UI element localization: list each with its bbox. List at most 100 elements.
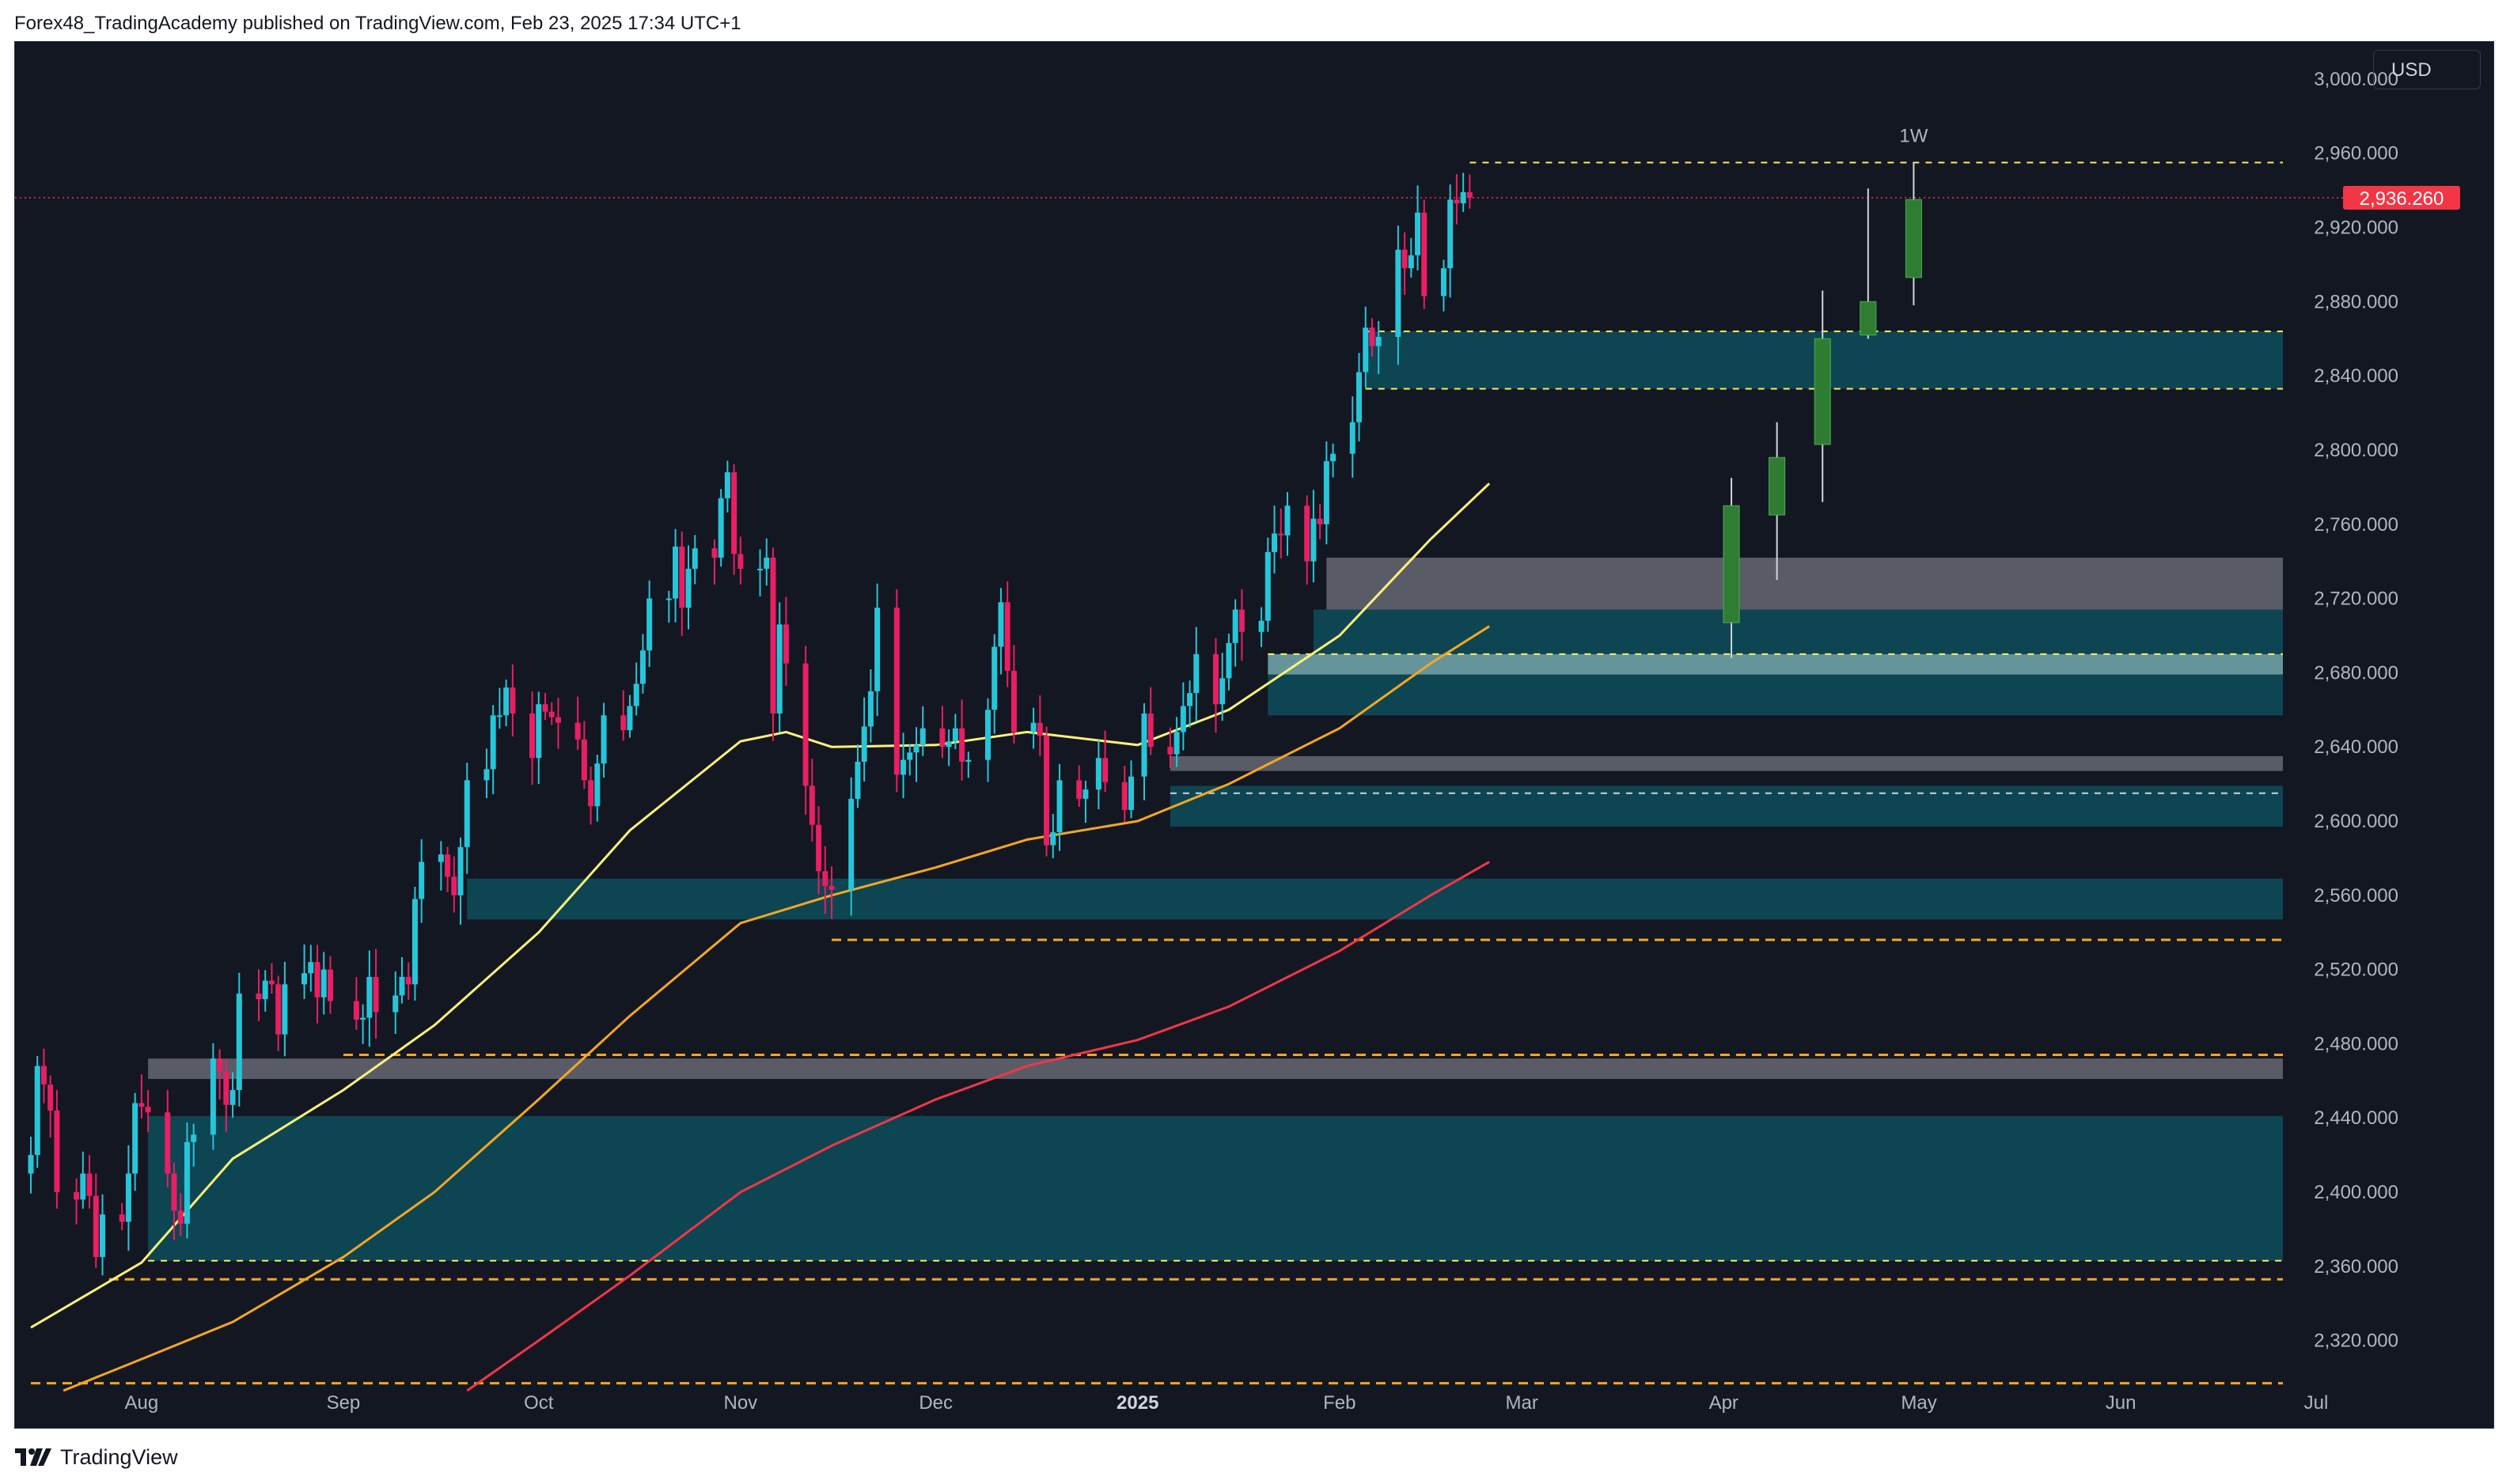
candle-body [28,1155,34,1174]
y-tick-label: 2,560.000 [2314,885,2398,907]
price-tag-label: 2,936.260 [2360,188,2444,210]
candle-body [588,780,594,807]
zone-gray [1170,755,2283,771]
footer: TradingView [14,1440,178,1475]
candle-body [1141,713,1147,777]
footer-brand[interactable]: TradingView [60,1444,178,1469]
candle-body [1258,620,1264,632]
candle-body [191,1134,197,1142]
candle-body [1226,642,1232,679]
candle-body [783,624,789,664]
publisher-header: Forex48_TradingAcademy published on Trad… [14,13,741,34]
candle-body [275,984,282,1035]
projection-label: 1W [1899,125,1928,146]
y-tick-label: 2,720.000 [2314,589,2398,610]
candle-body [1121,782,1128,810]
candle-body [1447,199,1454,269]
candle-body [503,687,510,716]
candle-body [1375,336,1382,346]
projection-candle [1723,505,1740,623]
y-axis: 2,320.000 2,360.000 2,400.000 2,440.000 2,48… [2314,69,2460,1352]
candle-body [1030,722,1037,733]
candle-body [1180,706,1186,733]
candle-body [711,548,718,558]
zone-lightteal [1268,653,2283,675]
candle-body [809,786,815,825]
x-tick-label: Feb [1323,1392,1355,1414]
candle-body [1102,758,1109,782]
y-tick-label: 2,440.000 [2314,1107,2398,1129]
candle-body [132,1103,138,1174]
zone-teal [148,1115,2284,1261]
candle-body [998,602,1004,647]
candle-body [1010,671,1017,733]
levels-layer [15,161,2394,1385]
candle-body [913,744,919,753]
candle-body [177,1210,184,1224]
candle-body [731,472,737,555]
zone-teal [1170,786,2283,827]
candle-body [620,715,627,731]
x-tick-label: Jul [2304,1392,2329,1414]
projection-candle [1860,301,1877,336]
y-tick-label: 2,960.000 [2314,143,2398,165]
candle-body [900,759,907,775]
candle-body [100,1214,106,1258]
candle-body [510,687,516,714]
candle-body [633,683,639,706]
candle-body [320,969,327,998]
candle-body [1395,249,1401,337]
candle-body [93,1195,99,1258]
chart-canvas[interactable]: 1W 2,320.0002,360.0002,400.0002,440.0002… [15,42,2493,1428]
candle-body [867,691,874,727]
tradingview-logo-icon[interactable] [14,1447,52,1467]
candle-body [639,650,646,684]
ema-line [30,483,1491,1329]
candle-body [411,899,418,985]
candle-body [80,1173,86,1200]
candle-body [1304,505,1310,562]
candle-body [718,498,724,558]
candle-body [861,726,867,762]
candle-body [874,608,881,691]
candle-body [1278,533,1284,536]
y-tick-label: 2,840.000 [2314,365,2398,387]
candle-body [353,1001,359,1020]
candle-body [1212,653,1219,705]
candle-body [1284,505,1291,536]
candle-body [1415,212,1421,256]
candle-body [366,976,373,1018]
candle-body [282,984,288,1035]
candle-body [946,741,952,748]
chart-panel[interactable]: 1W 2,320.000 2,360.000 2,400.000 2,440.000 2… [14,41,2494,1429]
y-tick-label: 2,640.000 [2314,736,2398,758]
candle-body [594,763,601,807]
x-tick-label: Mar [1506,1392,1538,1414]
candle-body [529,713,536,759]
candle-body [907,752,913,760]
candle-body [1128,776,1135,810]
candle-body [802,663,809,786]
candle-body [256,994,262,1000]
zone-gray [148,1058,2284,1079]
candle-body [776,624,783,714]
candle-body [262,980,268,1000]
candle-body [1408,255,1414,269]
candle-body [483,769,490,781]
candle-body [685,569,692,608]
candle-body [542,704,548,712]
currency-selector[interactable]: USD [2373,50,2481,89]
candle-body [724,472,730,498]
y-tick-label: 2,600.000 [2314,811,2398,832]
candle-body [1044,736,1050,846]
candle-body [1187,693,1193,706]
candle-body [919,728,926,745]
candle-body [223,1071,229,1105]
candle-body [327,969,333,1001]
candle-body [965,759,972,762]
candle-body [301,973,308,985]
candle-body [627,706,633,731]
x-tick-label: Nov [723,1392,757,1414]
candle-body [171,1173,177,1211]
zone-teal [467,878,2284,920]
